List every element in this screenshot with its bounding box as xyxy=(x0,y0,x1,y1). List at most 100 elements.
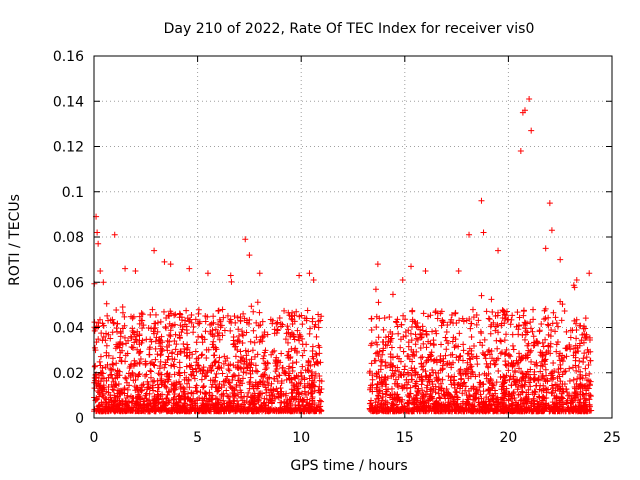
chart-title: Day 210 of 2022, Rate Of TEC Index for r… xyxy=(164,21,535,37)
data-point xyxy=(390,396,397,403)
data-point xyxy=(573,367,580,374)
data-point xyxy=(436,394,443,401)
data-point xyxy=(587,378,594,385)
data-point xyxy=(550,385,557,392)
data-point xyxy=(367,342,374,349)
data-point xyxy=(181,345,188,352)
data-point xyxy=(369,372,376,379)
data-point xyxy=(522,325,529,332)
data-point xyxy=(566,378,573,385)
data-point xyxy=(311,374,318,381)
data-point xyxy=(263,396,270,403)
data-point xyxy=(537,368,544,375)
data-point xyxy=(580,391,587,398)
data-point xyxy=(167,333,174,340)
data-point xyxy=(231,387,238,394)
data-point xyxy=(105,331,112,338)
data-point xyxy=(541,316,548,323)
data-point xyxy=(247,338,254,345)
data-point xyxy=(462,383,469,390)
data-point xyxy=(103,342,110,349)
data-point xyxy=(209,401,216,408)
data-point xyxy=(470,314,477,321)
data-point xyxy=(119,347,126,354)
data-point xyxy=(503,385,510,392)
data-point-peak xyxy=(399,276,406,283)
data-point xyxy=(96,316,103,323)
data-point xyxy=(243,369,250,376)
data-point xyxy=(564,389,571,396)
data-point xyxy=(283,400,290,407)
data-point xyxy=(374,341,381,348)
data-point xyxy=(401,366,408,373)
data-point xyxy=(299,363,306,370)
data-point-peak xyxy=(151,247,158,254)
data-point xyxy=(139,325,146,332)
data-point xyxy=(542,315,549,322)
data-point xyxy=(173,341,180,348)
data-point xyxy=(118,387,125,394)
data-point xyxy=(379,394,386,401)
data-point xyxy=(567,334,574,341)
data-point xyxy=(264,379,271,386)
data-point xyxy=(474,361,481,368)
data-point xyxy=(199,370,206,377)
data-point xyxy=(448,311,455,318)
data-point xyxy=(540,343,547,350)
data-point xyxy=(275,391,282,398)
data-point xyxy=(102,364,109,371)
data-point xyxy=(298,312,305,319)
y-tick-label: 0.1 xyxy=(62,185,84,201)
data-point xyxy=(294,349,301,356)
data-point xyxy=(147,405,154,412)
data-point xyxy=(217,318,224,325)
data-point xyxy=(577,396,584,403)
data-point xyxy=(265,399,272,406)
data-point xyxy=(463,370,470,377)
data-point xyxy=(537,401,544,408)
data-point xyxy=(301,315,308,322)
data-point xyxy=(506,403,513,410)
data-point xyxy=(491,408,498,415)
data-point xyxy=(157,371,164,378)
data-point xyxy=(243,329,250,336)
data-point xyxy=(110,378,117,385)
data-point xyxy=(313,350,320,357)
data-point xyxy=(440,387,447,394)
data-point xyxy=(250,327,257,334)
data-point xyxy=(205,398,212,405)
data-point xyxy=(424,382,431,389)
data-point xyxy=(252,393,259,400)
data-point xyxy=(410,399,417,406)
data-point xyxy=(537,349,544,356)
data-point xyxy=(164,370,171,377)
y-tick-label: 0 xyxy=(75,411,84,427)
data-point xyxy=(430,337,437,344)
data-point xyxy=(247,364,254,371)
data-point-peak xyxy=(97,267,104,274)
data-point xyxy=(502,315,509,322)
data-point xyxy=(468,320,475,327)
data-point xyxy=(452,406,459,413)
data-point xyxy=(226,408,233,415)
data-point xyxy=(455,357,462,364)
data-point xyxy=(132,336,139,343)
data-point xyxy=(376,387,383,394)
data-point xyxy=(165,389,172,396)
data-point xyxy=(527,319,534,326)
data-point xyxy=(394,364,401,371)
data-point xyxy=(100,375,107,382)
data-point xyxy=(179,326,186,333)
data-point xyxy=(264,360,271,367)
data-point xyxy=(195,355,202,362)
data-point xyxy=(221,382,228,389)
x-tick-label: 25 xyxy=(603,430,621,446)
data-point xyxy=(510,388,517,395)
data-point xyxy=(447,377,454,384)
data-point xyxy=(427,390,434,397)
data-point xyxy=(438,401,445,408)
data-point xyxy=(529,389,536,396)
data-point xyxy=(531,368,538,375)
data-point-peak xyxy=(546,200,553,207)
data-point xyxy=(479,381,486,388)
